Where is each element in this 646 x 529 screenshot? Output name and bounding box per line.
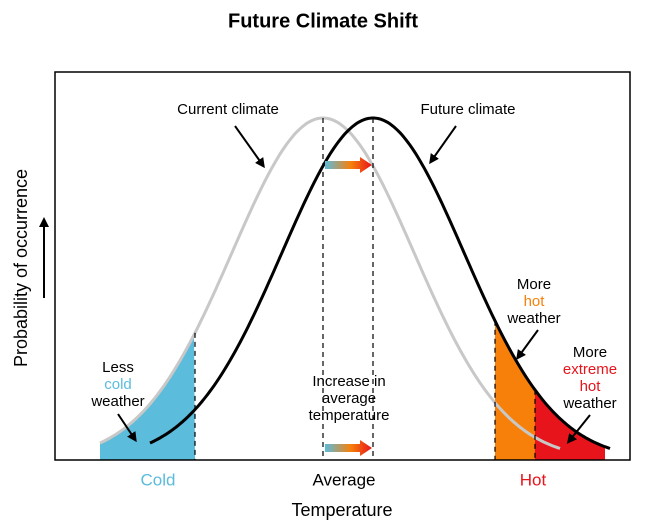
shift-arrow [325, 157, 372, 173]
annotation: cold [104, 376, 132, 393]
plot-frame [54, 71, 631, 461]
annotation: Less [102, 359, 134, 376]
annotation: Current climate [177, 101, 279, 118]
region-label: Cold [141, 470, 176, 489]
shift-arrow [325, 440, 372, 456]
region-label: Hot [520, 470, 547, 489]
annotation: weather [562, 395, 616, 412]
x-axis-label: Temperature [291, 500, 392, 520]
extreme-area [535, 389, 605, 460]
annotation: Future climate [420, 101, 515, 118]
annotation: temperature [309, 407, 390, 424]
annotation: More [517, 276, 551, 293]
future-curve [149, 116, 611, 450]
cold-area [100, 334, 195, 460]
hot-area [495, 320, 535, 460]
annotation: More [573, 344, 607, 361]
annotation: average [322, 390, 376, 407]
pointer-arrows [117, 125, 591, 444]
annotation: hot [524, 293, 546, 310]
y-axis-label: Probability of occurrence [11, 169, 31, 367]
annotation: Increase in [312, 373, 385, 390]
annotation: hot [580, 378, 602, 395]
title: Future Climate Shift [228, 10, 418, 32]
region-label: Average [312, 470, 375, 489]
shapes [99, 116, 611, 460]
current-curve [99, 116, 561, 450]
annotation: weather [506, 310, 560, 327]
annotation: extreme [563, 361, 617, 378]
annotation: weather [90, 393, 144, 410]
